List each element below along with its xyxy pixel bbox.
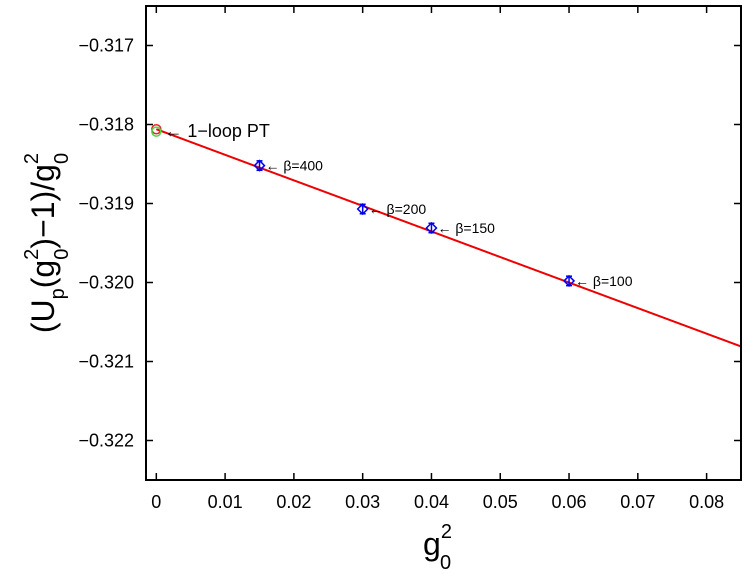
x-tick-label: 0.02 [276, 492, 311, 512]
y-tick-label: −0.319 [78, 194, 134, 214]
x-tick-label: 0.04 [414, 492, 449, 512]
point-label: ← β=150 [437, 220, 495, 236]
y-tick-label: −0.318 [78, 115, 134, 135]
x-axis-title-base: g [423, 526, 441, 562]
y-tick-label: −0.320 [78, 273, 134, 293]
y-title-part-5: )−1)/g [25, 164, 61, 248]
tick-marks [146, 6, 741, 480]
y-title-part-7: 0 [51, 153, 73, 164]
data-point-diamond [562, 274, 576, 287]
x-axis-title-sup: 2 [441, 521, 452, 543]
x-tick-label: 0.07 [620, 492, 655, 512]
pt-point-circle [151, 126, 162, 137]
x-axis-title: g2 0 [423, 521, 452, 574]
data-points [151, 123, 576, 287]
y-title-part-0: (U [25, 299, 61, 333]
data-point-diamond [253, 159, 266, 172]
x-tick-label: 0.06 [552, 492, 587, 512]
y-title-part-6: 2 [21, 153, 43, 164]
x-tick-label: 0.01 [208, 492, 243, 512]
y-title-part-3: 2 [21, 249, 43, 260]
y-title-part-2: (g [25, 260, 61, 288]
point-label: ← β=100 [575, 273, 633, 289]
tick-labels: 0 0.01 0.02 0.03 0.04 0.05 0.06 0.07 0.08 −0.317 −… [78, 36, 724, 513]
y-tick-label: −0.317 [78, 36, 134, 56]
y-tick-label: −0.321 [78, 352, 134, 372]
data-point-diamond [425, 221, 438, 235]
x-tick-label: 0.08 [689, 492, 724, 512]
x-axis-title-sub: 0 [440, 552, 451, 574]
x-tick-label: 0.05 [483, 492, 518, 512]
x-tick-label: 0 [151, 492, 161, 512]
annotations: ← β=400 ← β=200 ← β=150 ← β=100 ← 1−loop PT [164, 121, 632, 289]
pt-annotation: ← 1−loop PT [164, 121, 270, 141]
y-axis-title: (Up(g2 0)−1)/g2 0 [21, 153, 73, 333]
point-label: ← β=400 [265, 158, 323, 174]
data-point-diamond [356, 202, 369, 216]
y-title-part-1: p [47, 288, 69, 299]
y-title-part-4: 0 [51, 249, 73, 260]
point-label: ← β=200 [369, 201, 427, 217]
plot-frame [145, 5, 742, 481]
y-tick-label: −0.322 [78, 431, 134, 451]
x-tick-label: 0.03 [345, 492, 380, 512]
